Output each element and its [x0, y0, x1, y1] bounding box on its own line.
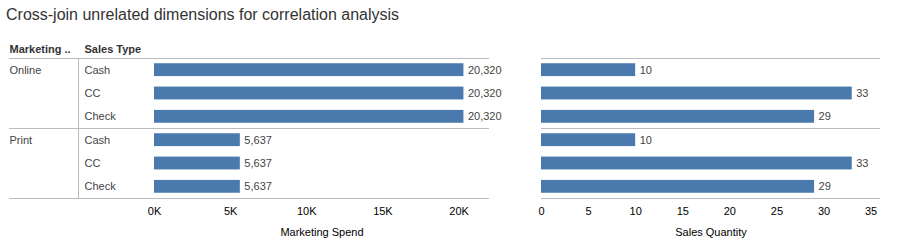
svg-text:30: 30 — [818, 205, 830, 217]
svg-text:29: 29 — [819, 110, 831, 122]
svg-text:20,320: 20,320 — [468, 87, 502, 99]
svg-text:0: 0 — [538, 205, 544, 217]
svg-text:Marketing Spend: Marketing Spend — [280, 226, 363, 238]
svg-text:5,637: 5,637 — [244, 157, 272, 169]
svg-text:20: 20 — [724, 205, 736, 217]
svg-text:10: 10 — [630, 205, 642, 217]
svg-text:25: 25 — [771, 205, 783, 217]
svg-text:10: 10 — [640, 134, 652, 146]
svg-text:20,320: 20,320 — [468, 110, 502, 122]
svg-text:20,320: 20,320 — [468, 64, 502, 76]
html-text:Cross-join unrelated dimension: Cross-join unrelated dimensions for corr… — [6, 6, 400, 23]
svg-text:CC: CC — [85, 87, 101, 99]
svg-text:29: 29 — [819, 180, 831, 192]
svg-text:5,637: 5,637 — [244, 180, 272, 192]
svg-text:10K: 10K — [297, 205, 317, 217]
svg-text:20K: 20K — [449, 205, 469, 217]
svg-text:0K: 0K — [148, 205, 162, 217]
svg-text:Cash: Cash — [85, 64, 111, 76]
svg-text:35: 35 — [865, 205, 877, 217]
svg-text:Cash: Cash — [85, 134, 111, 146]
svg-text:15K: 15K — [373, 205, 393, 217]
svg-text:Check: Check — [85, 110, 117, 122]
svg-text:CC: CC — [85, 157, 101, 169]
svg-text:Marketing ..: Marketing .. — [10, 43, 71, 55]
svg-text:10: 10 — [640, 64, 652, 76]
svg-text:Sales Type: Sales Type — [85, 43, 142, 55]
svg-text:Sales Quantity: Sales Quantity — [675, 226, 747, 238]
svg-text:5K: 5K — [224, 205, 238, 217]
svg-text:5,637: 5,637 — [244, 134, 272, 146]
svg-text:33: 33 — [856, 87, 868, 99]
svg-text:15: 15 — [677, 205, 689, 217]
svg-text:Print: Print — [10, 134, 33, 146]
svg-text:Online: Online — [10, 64, 42, 76]
svg-text:5: 5 — [586, 205, 592, 217]
svg-text:33: 33 — [856, 157, 868, 169]
svg-text:Check: Check — [85, 180, 117, 192]
